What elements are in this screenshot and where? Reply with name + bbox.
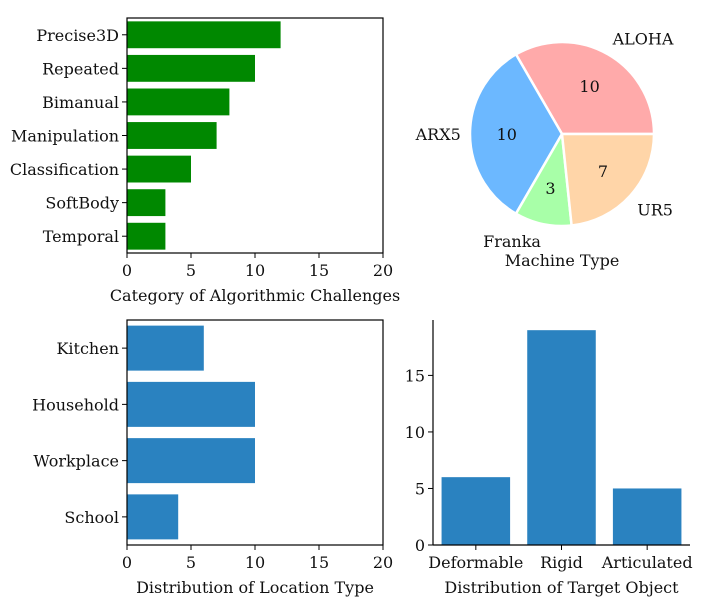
bar-school bbox=[127, 494, 179, 540]
y-tick-label-repeated: Repeated bbox=[42, 59, 119, 78]
bar-workplace bbox=[127, 438, 255, 484]
bar-deformable bbox=[441, 477, 511, 545]
pie-slice-aloha bbox=[514, 40, 656, 136]
y-tick-label-softbody: SoftBody bbox=[45, 194, 119, 213]
x-tick-label-deformable: Deformable bbox=[428, 553, 523, 572]
y-tick-label-precise3d: Precise3D bbox=[36, 26, 119, 45]
x-tick-label: 5 bbox=[186, 261, 196, 280]
x-axis-label: Category of Algorithmic Challenges bbox=[110, 286, 400, 305]
bar-manipulation bbox=[127, 122, 217, 149]
y-tick-label-bimanual: Bimanual bbox=[42, 93, 119, 112]
x-tick-label: 10 bbox=[245, 553, 265, 572]
pie-slice-ur5 bbox=[560, 132, 656, 227]
y-tick-label: 15 bbox=[405, 366, 425, 385]
bar-softbody bbox=[127, 189, 166, 217]
y-tick-label: 5 bbox=[415, 479, 425, 498]
x-tick-label: 10 bbox=[245, 261, 265, 280]
chart-machine-type: 10 ALOHA 10 ARX5 3 Franka 7 UR5 Machine Type bbox=[415, 29, 674, 270]
x-tick-label: 15 bbox=[309, 553, 329, 572]
x-tick-label: 20 bbox=[373, 261, 393, 280]
x-tick-label: 0 bbox=[122, 261, 132, 280]
x-tick-label: 0 bbox=[122, 553, 132, 572]
x-tick-label: 5 bbox=[186, 553, 196, 572]
y-tick-label: 10 bbox=[405, 423, 425, 442]
bar-precise3d bbox=[127, 21, 281, 49]
pie-slice-arx5 bbox=[468, 53, 564, 215]
y-tick-label-kitchen: Kitchen bbox=[56, 339, 119, 358]
pie-caption: Machine Type bbox=[505, 251, 620, 270]
bar-articulated bbox=[612, 488, 682, 545]
pie-value-franka: 3 bbox=[545, 179, 555, 198]
y-tick-label-classification: Classification bbox=[10, 160, 119, 179]
pie-label-franka: Franka bbox=[483, 232, 541, 251]
y-tick-label: 0 bbox=[415, 536, 425, 555]
x-tick-label: 20 bbox=[373, 553, 393, 572]
pie-value-ur5: 7 bbox=[598, 162, 608, 181]
x-tick-label-rigid: Rigid bbox=[540, 553, 583, 572]
bar-classification bbox=[127, 155, 191, 183]
x-axis-label: Distribution of Location Type bbox=[136, 578, 374, 597]
pie-label-arx5: ARX5 bbox=[415, 125, 461, 144]
bar-household bbox=[127, 381, 255, 427]
y-tick-label-temporal: Temporal bbox=[43, 227, 119, 246]
bar-bimanual bbox=[127, 88, 230, 116]
pie-label-aloha: ALOHA bbox=[612, 29, 674, 48]
x-tick-label: 15 bbox=[309, 261, 329, 280]
chart-target-object: Deformable Rigid Articulated 0 5 10 15 Distribu… bbox=[405, 320, 693, 597]
x-tick-label-articulated: Articulated bbox=[601, 553, 693, 572]
pie-value-aloha: 10 bbox=[579, 77, 599, 96]
pie-value-arx5: 10 bbox=[497, 125, 517, 144]
chart-algorithmic-challenges: Precise3D Repeated Bimanual Manipulation Cla… bbox=[10, 17, 400, 305]
bar-rigid bbox=[527, 330, 596, 545]
y-tick-label-household: Household bbox=[32, 395, 119, 414]
y-tick-label-manipulation: Manipulation bbox=[11, 127, 119, 146]
x-axis-label: Distribution of Target Object bbox=[444, 578, 679, 597]
y-tick-label-workplace: Workplace bbox=[33, 452, 119, 471]
bar-kitchen bbox=[127, 325, 204, 371]
pie-label-ur5: UR5 bbox=[637, 201, 673, 220]
bar-temporal bbox=[127, 222, 166, 250]
y-tick-label-school: School bbox=[64, 508, 119, 527]
bar-repeated bbox=[127, 54, 255, 82]
chart-location-type: Kitchen Household Workplace School 0 5 10 15 20 D… bbox=[32, 319, 393, 597]
